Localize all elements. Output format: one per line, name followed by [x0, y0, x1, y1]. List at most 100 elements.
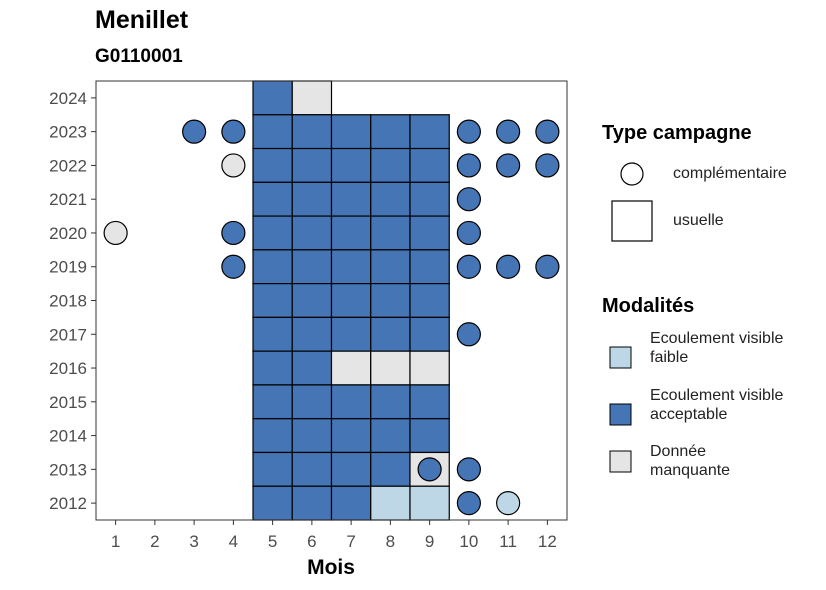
- y-tick-label: 2018: [49, 292, 87, 311]
- x-tick-label: 10: [459, 532, 478, 551]
- usuelle-tile: [409, 181, 450, 217]
- usuelle-tile: [291, 316, 333, 352]
- x-tick-label: 7: [346, 532, 355, 551]
- usuelle-tile: [252, 147, 293, 183]
- y-tick-label: 2019: [49, 258, 87, 277]
- legend-square-symbol: [611, 200, 653, 242]
- legend-color-label-faible: Ecoulement visible faible: [650, 330, 784, 366]
- usuelle-tile: [409, 350, 450, 386]
- legend-shape-label-usuelle: usuelle: [673, 212, 724, 229]
- usuelle-tile: [409, 147, 450, 183]
- usuelle-tile: [370, 485, 411, 521]
- x-tick-label: 11: [499, 532, 517, 551]
- usuelle-tile: [370, 249, 411, 285]
- complementaire-point: [496, 254, 521, 279]
- y-tick-label: 2021: [49, 190, 87, 209]
- usuelle-tile: [409, 384, 450, 420]
- legend-circle-symbol: [620, 162, 644, 186]
- usuelle-tile: [330, 181, 372, 217]
- usuelle-tile: [370, 181, 411, 217]
- tick-label-layer: 1 2 3 4 5 6 7 8 9 10 11 122012201320142015201620172…: [49, 89, 557, 551]
- x-tick-label: 6: [307, 532, 316, 551]
- usuelle-tile: [291, 215, 333, 251]
- y-tick-label: 2024: [49, 89, 87, 108]
- y-tick-label: 2022: [49, 156, 87, 175]
- complementaire-point: [535, 254, 560, 279]
- y-tick-label: 2015: [49, 393, 87, 412]
- x-tick-label: 12: [538, 532, 557, 551]
- complementaire-point: [221, 220, 246, 246]
- usuelle-tile: [409, 418, 450, 454]
- usuelle-tile: [252, 80, 293, 116]
- usuelle-tile: [291, 114, 333, 150]
- complementaire-point: [496, 119, 521, 144]
- complementaire-point: [456, 187, 481, 212]
- complementaire-point: [535, 119, 560, 144]
- usuelle-tile: [409, 114, 450, 150]
- complementaire-point: [456, 119, 481, 144]
- usuelle-tile: [252, 418, 293, 454]
- y-tick-label: 2017: [49, 325, 87, 344]
- usuelle-tile: [409, 249, 450, 285]
- usuelle-tile: [370, 114, 411, 150]
- panel-border: [95, 80, 568, 521]
- chart-title: Menillet: [95, 6, 189, 34]
- complementaire-point: [417, 457, 442, 482]
- complementaire-point: [456, 153, 481, 178]
- y-tick-label: 2023: [49, 123, 87, 142]
- complementaire-point: [103, 220, 128, 246]
- usuelle-tile: [291, 350, 333, 386]
- usuelle-tile: [409, 283, 450, 318]
- x-tick-label: 4: [229, 532, 238, 551]
- usuelle-tile: [252, 384, 293, 420]
- x-tick-label: 9: [425, 532, 434, 551]
- usuelle-tile: [409, 485, 450, 521]
- usuelle-tile: [330, 451, 372, 487]
- x-tick-label: 5: [268, 532, 277, 551]
- usuelle-tile: [252, 114, 293, 150]
- x-tick-label: 3: [189, 532, 198, 551]
- usuelle-tile: [330, 316, 372, 352]
- complementaire-point: [456, 457, 481, 482]
- legend-swatch-faible: [609, 346, 632, 369]
- complementaire-point: [456, 491, 481, 516]
- usuelle-tile: [330, 249, 372, 285]
- x-tick-label: 1: [111, 532, 120, 551]
- usuelle-tile: [291, 80, 333, 116]
- usuelle-tiles-layer: [252, 80, 450, 521]
- complementaire-point: [456, 322, 481, 347]
- complementaire-point: [221, 153, 246, 178]
- usuelle-tile: [291, 181, 333, 217]
- y-tick-label: 2013: [49, 460, 87, 479]
- usuelle-tile: [291, 283, 333, 318]
- usuelle-tile: [330, 215, 372, 251]
- chart-subtitle: G0110001: [95, 46, 183, 67]
- y-tick-label: 2016: [49, 359, 87, 378]
- usuelle-tile: [291, 384, 333, 420]
- x-tick-label: 8: [386, 532, 395, 551]
- usuelle-tile: [330, 350, 372, 386]
- usuelle-tile: [252, 316, 293, 352]
- usuelle-tile: [291, 485, 333, 521]
- y-tick-label: 2014: [49, 427, 87, 446]
- usuelle-tile: [370, 283, 411, 318]
- legend-color-label-acceptable: Ecoulement visible acceptable: [650, 387, 784, 423]
- legend-swatch-manquante: [609, 450, 632, 473]
- usuelle-tile: [370, 147, 411, 183]
- complementaire-point: [456, 254, 481, 279]
- usuelle-tile: [252, 283, 293, 318]
- legend-shape-title: Type campagne: [602, 122, 752, 144]
- usuelle-tile: [409, 215, 450, 251]
- legend-swatch-acceptable: [609, 403, 632, 426]
- usuelle-tile: [330, 147, 372, 183]
- usuelle-tile: [291, 451, 333, 487]
- complementaire-point: [496, 491, 521, 516]
- usuelle-tile: [370, 418, 411, 454]
- usuelle-tile: [252, 485, 293, 521]
- complementaire-points-layer: [103, 119, 560, 516]
- usuelle-tile: [252, 215, 293, 251]
- complementaire-point: [456, 220, 481, 246]
- usuelle-tile: [370, 350, 411, 386]
- usuelle-tile: [370, 451, 411, 487]
